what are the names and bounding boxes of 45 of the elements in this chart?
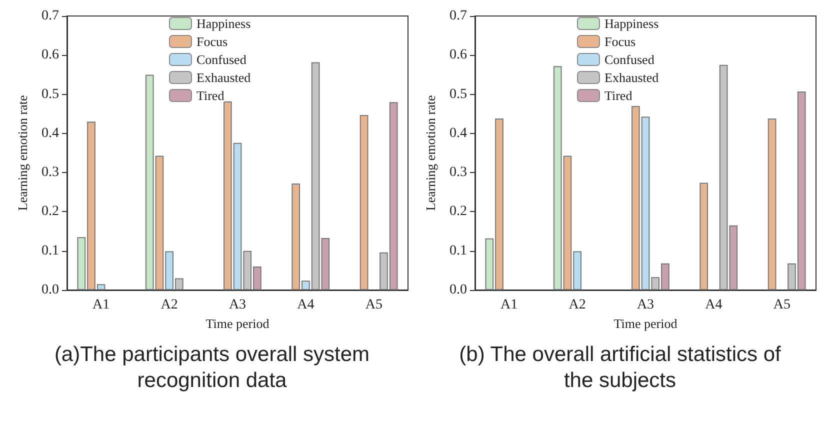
legend-label: Exhausted: [604, 70, 660, 85]
legend-label: Happiness: [604, 16, 659, 31]
y-axis-title: Learning emotion rate: [423, 95, 438, 211]
y-tick-label: 0.0: [450, 282, 467, 298]
x-tick-label: A4: [297, 298, 314, 312]
x-tick-label: A4: [705, 298, 722, 312]
x-tick-label: A1: [92, 298, 110, 312]
y-tick-label: 0.4: [450, 126, 467, 141]
y-tick-label: 0.3: [450, 165, 467, 180]
x-axis-title: Time period: [206, 316, 270, 331]
legend-label: Happiness: [196, 16, 251, 31]
y-tick-label: 0.7: [42, 8, 59, 24]
y-tick-label: 0.1: [42, 243, 59, 258]
x-axis-title: Time period: [614, 316, 678, 331]
x-tick-label: A2: [568, 298, 586, 312]
y-axis-title: Learning emotion rate: [15, 95, 30, 211]
legend-label: Exhausted: [196, 70, 252, 85]
y-tick-label: 0.3: [42, 165, 59, 180]
y-tick-label: 0.2: [450, 204, 467, 220]
y-tick-label: 0.0: [42, 282, 59, 298]
x-tick-label: A2: [160, 298, 178, 312]
text: (b) The overall artificial statistics of the subjects: [458, 342, 782, 394]
legend-label: Tired: [196, 88, 225, 103]
legend-label: Tired: [604, 88, 633, 103]
text: (a)The participants overall system recognition data: [53, 342, 371, 394]
legend-label: Confused: [196, 52, 247, 67]
legend-label: Confused: [604, 52, 655, 67]
y-tick-label: 0.5: [42, 86, 59, 102]
x-tick-label: A1: [500, 298, 518, 312]
x-tick-label: A3: [228, 298, 246, 312]
legend-label: Focus: [196, 34, 228, 49]
y-tick-label: 0.4: [42, 126, 59, 141]
y-tick-label: 0.6: [450, 48, 467, 63]
y-tick-label: 0.2: [42, 204, 59, 220]
legend-label: Focus: [604, 34, 636, 49]
y-tick-label: 0.5: [450, 86, 467, 102]
y-tick-label: 0.7: [450, 8, 467, 24]
bar: [360, 115, 368, 290]
y-tick-label: 0.1: [450, 243, 467, 258]
y-tick-label: 0.6: [42, 48, 59, 63]
bar: [700, 182, 708, 290]
x-tick-label: A5: [773, 298, 790, 312]
x-tick-label: A3: [636, 298, 654, 312]
bar: [768, 118, 776, 290]
x-tick-label: A5: [365, 298, 382, 312]
